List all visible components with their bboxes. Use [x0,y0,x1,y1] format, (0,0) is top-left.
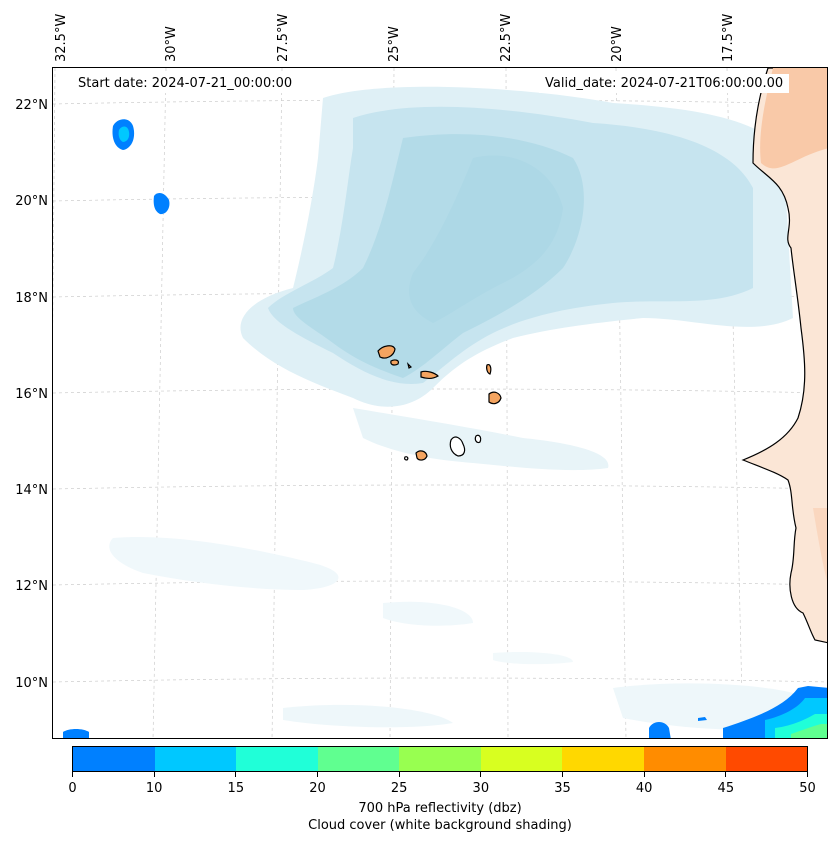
colorbar-tick-label: 40 [635,781,653,796]
lat-label-18n: 18°N [15,291,48,306]
colorbar-tick-label: 10 [145,781,163,796]
map-panel[interactable] [52,67,828,739]
colorbar-segment-3 [317,747,400,771]
colorbar-tick-mark [72,772,73,777]
colorbar-tick-mark [643,772,645,777]
colorbar-title: 700 hPa reflectivity (dbz) [358,801,522,816]
colorbar-subtitle: Cloud cover (white background shading) [308,818,572,833]
africa-coastline [741,68,827,644]
lon-label-17.5w: 17.5°W [721,13,736,62]
lat-label-14n: 14°N [15,483,48,498]
colorbar-segment-5 [480,747,563,771]
lat-label-10n: 10°N [15,676,48,691]
colorbar-tick-label: 30 [472,781,490,796]
lon-label-27.5w: 27.5°W [276,13,291,62]
lon-label-25w: 25°W [387,26,402,62]
reflectivity-echoes [63,119,827,738]
colorbar-tick-mark [235,772,237,777]
colorbar-tick-mark [562,772,563,777]
colorbar-tick-mark [153,772,155,777]
lon-label-32.5w: 32.5°W [54,13,69,62]
colorbar-tick-mark [480,772,482,777]
cape-verde-islands [377,345,502,461]
colorbar-tick-label: 25 [390,781,408,796]
colorbar-tick-label: 50 [799,781,816,796]
colorbar-tick-mark [398,772,400,777]
colorbar-segment-0 [73,747,155,771]
colorbar-segment-7 [643,747,726,771]
colorbar-tick-label: 45 [717,781,735,796]
colorbar-tick-label: 0 [68,781,77,796]
valid-date-label: Valid_date: 2024-07-21T06:00:00.00 [539,74,790,93]
lon-label-20w: 20°W [610,26,625,62]
colorbar-tick-label: 35 [554,781,571,796]
colorbar-tick-mark [725,772,727,777]
cloud-cover [109,86,793,730]
lon-label-30w: 30°W [164,26,179,62]
colorbar-segment-2 [236,747,318,771]
colorbar-segment-1 [154,747,237,771]
lat-label-22n: 22°N [15,98,48,113]
lat-label-12n: 12°N [15,579,48,594]
colorbar-segment-4 [399,747,481,771]
map-canvas [53,68,827,738]
lon-label-22.5w: 22.5°W [499,13,514,62]
colorbar-tick-label: 15 [227,781,245,796]
start-date-label: Start date: 2024-07-21_00:00:00 [72,74,299,93]
colorbar-segment-6 [562,747,644,771]
colorbar [72,746,808,772]
lat-label-16n: 16°N [15,387,48,402]
lat-label-20n: 20°N [15,194,48,209]
colorbar-tick-mark [317,772,318,777]
colorbar-segment-8 [725,747,808,771]
colorbar-tick-label: 20 [309,781,326,796]
colorbar-tick-mark [807,772,808,777]
